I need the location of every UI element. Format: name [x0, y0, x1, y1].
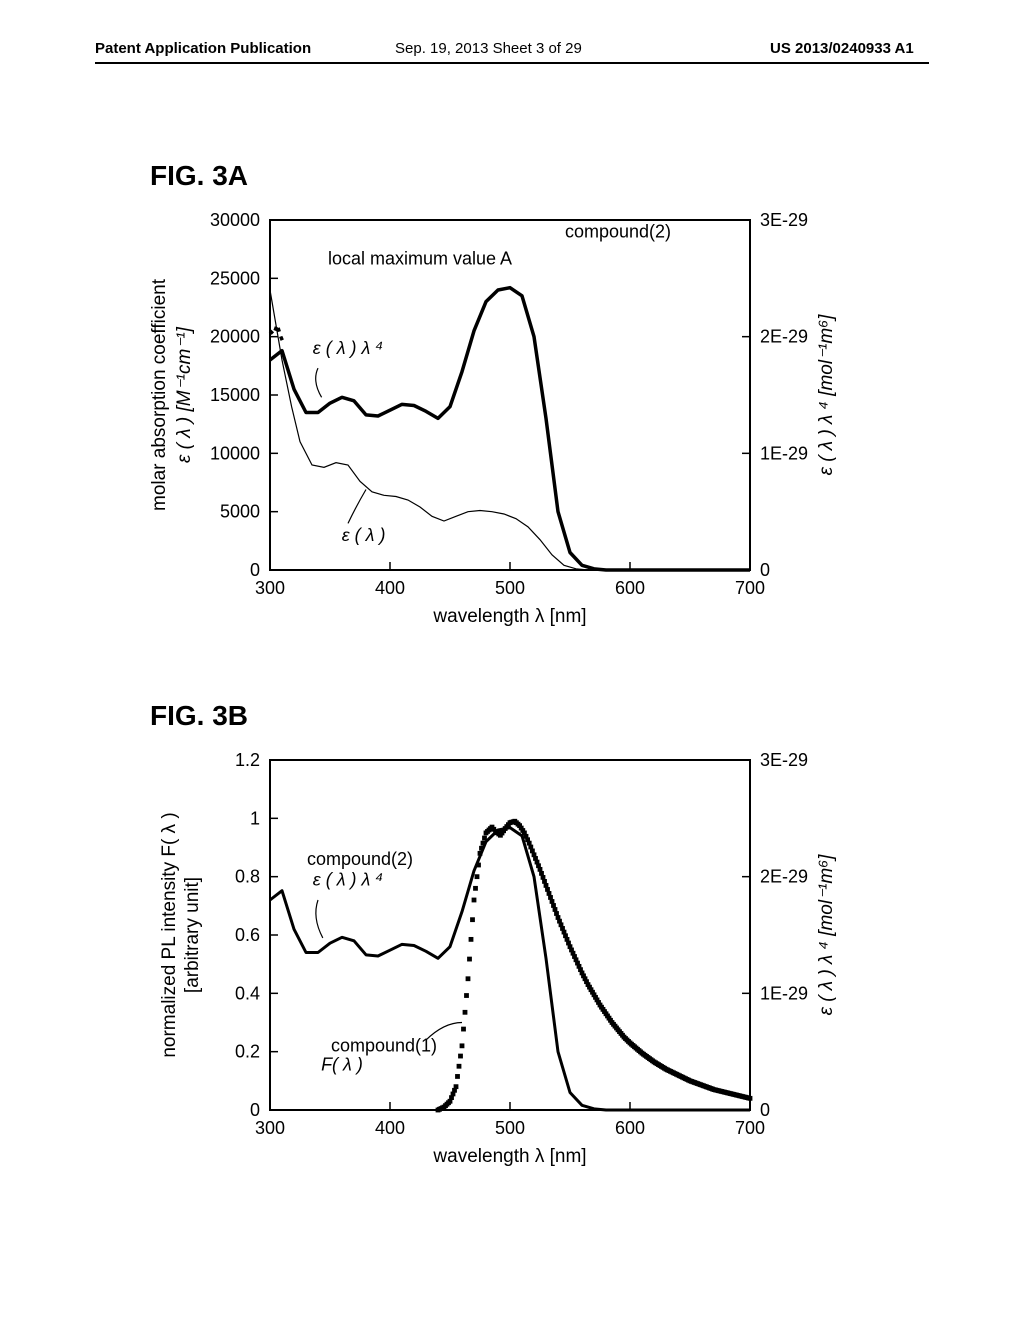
epsilon-lambda4-dash [270, 325, 283, 343]
header-rule [95, 62, 929, 64]
figure-3a-chart: 3004005006007000500010000150002000025000… [120, 200, 900, 640]
y-tick-left: 0 [250, 560, 260, 580]
y-tick-left: 0.8 [235, 867, 260, 887]
y-tick-left: 0.6 [235, 925, 260, 945]
annotation-eps-lambda: ε ( λ ) [342, 525, 386, 545]
y-tick-right: 0 [760, 560, 770, 580]
y-tick-left: 0 [250, 1100, 260, 1120]
x-tick: 300 [255, 578, 285, 598]
header-docnumber: US 2013/0240933 A1 [770, 40, 914, 57]
y-tick-left: 5000 [220, 502, 260, 522]
annotation-compound2: compound(2) [565, 222, 671, 242]
x-tick: 300 [255, 1118, 285, 1138]
header-date-sheet: Sep. 19, 2013 Sheet 3 of 29 [395, 40, 582, 57]
x-tick: 400 [375, 1118, 405, 1138]
figure-3a-label: FIG. 3A [150, 160, 248, 192]
annotation-compound1-line2: F( λ ) [321, 1055, 363, 1075]
y-tick-right: 2E-29 [760, 327, 808, 347]
y-left-label-1: molar absorption coefficient [149, 278, 170, 511]
annotation-compound1: compound(1) [331, 1036, 437, 1056]
y-tick-right: 2E-29 [760, 867, 808, 887]
figure-3b-label: FIG. 3B [150, 700, 248, 732]
y-tick-left: 0.4 [235, 983, 260, 1003]
y-left-label-1: normalized PL intensity F( λ ) [159, 812, 180, 1057]
annotation-compound2-line2: ε ( λ ) λ ⁴ [313, 869, 383, 889]
y-tick-left: 20000 [210, 327, 260, 347]
leader-eps-lambda [348, 490, 366, 524]
y-tick-left: 1.2 [235, 750, 260, 770]
leader-eps-lambda4 [316, 368, 322, 397]
leader-compound2 [316, 900, 323, 938]
y-tick-right: 1E-29 [760, 443, 808, 463]
x-tick: 400 [375, 578, 405, 598]
x-tick: 500 [495, 1118, 525, 1138]
y-tick-left: 15000 [210, 385, 260, 405]
y-right-label: ε ( λ ) λ ⁴ [mol⁻¹m⁶] [816, 854, 837, 1016]
y-tick-left: 1 [250, 808, 260, 828]
x-axis-label: wavelength λ [nm] [432, 606, 586, 627]
y-tick-right: 3E-29 [760, 210, 808, 230]
y-tick-left: 30000 [210, 210, 260, 230]
annotation-local-max: local maximum value A [328, 248, 512, 268]
y-tick-left: 10000 [210, 443, 260, 463]
x-tick: 500 [495, 578, 525, 598]
annotation-eps-lambda4: ε ( λ ) λ ⁴ [313, 338, 383, 358]
x-axis-label: wavelength λ [nm] [432, 1146, 586, 1167]
y-tick-right: 3E-29 [760, 750, 808, 770]
x-tick: 600 [615, 1118, 645, 1138]
y-left-label-2: ε ( λ ) [M⁻¹cm⁻¹] [174, 326, 195, 463]
y-tick-right: 0 [760, 1100, 770, 1120]
y-right-label: ε ( λ ) λ ⁴ [mol⁻¹m⁶] [816, 314, 837, 476]
x-tick: 600 [615, 578, 645, 598]
figure-3b-chart: 30040050060070000.20.40.60.811.201E-292E… [120, 740, 900, 1180]
y-left-label-2: [arbitrary unit] [182, 877, 203, 993]
header-publication: Patent Application Publication [95, 40, 311, 57]
y-tick-left: 0.2 [235, 1042, 260, 1062]
x-tick: 700 [735, 578, 765, 598]
pl-intensity-curve [436, 819, 753, 1113]
y-tick-right: 1E-29 [760, 983, 808, 1003]
x-tick: 700 [735, 1118, 765, 1138]
y-tick-left: 25000 [210, 268, 260, 288]
annotation-compound2: compound(2) [307, 849, 413, 869]
